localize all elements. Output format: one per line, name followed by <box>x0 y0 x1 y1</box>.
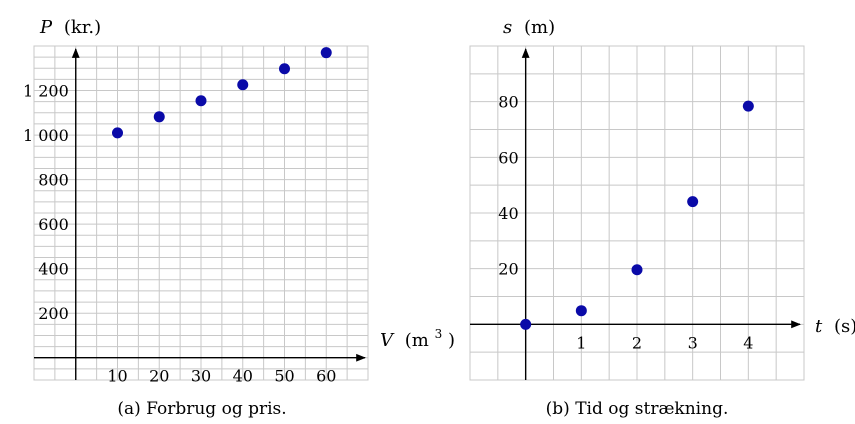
y-axis-variable: P <box>39 17 53 38</box>
data-point <box>631 264 643 276</box>
x-tick-label: 20 <box>149 367 169 386</box>
y-axis-label: P (kr.) <box>39 17 101 38</box>
data-points <box>112 47 332 139</box>
y-tick-label: 80 <box>498 93 518 112</box>
data-points <box>520 100 754 330</box>
data-point <box>112 127 123 139</box>
x-tick-labels: 10 20 30 40 50 60 <box>107 367 336 386</box>
x-tick-label: 30 <box>191 367 211 386</box>
y-tick-label: 40 <box>498 204 518 223</box>
x-tick-label: 1 <box>576 333 586 352</box>
y-tick-label: 800 <box>38 171 69 190</box>
y-tick-label: 600 <box>38 215 69 234</box>
x-tick-label: 10 <box>107 367 127 386</box>
plot-frame <box>33 45 369 381</box>
y-tick-label: 20 <box>498 260 518 279</box>
data-point <box>742 100 754 112</box>
x-tick-label: 50 <box>274 367 294 386</box>
caption: (b) Tid og strækning. <box>546 399 729 419</box>
x-axis-variable: V <box>380 330 395 351</box>
y-tick-labels: 200 400 600 800 1 000 1 200 <box>23 82 69 324</box>
grid <box>469 45 805 381</box>
data-point <box>279 63 290 75</box>
x-axis-unit: (s) <box>834 316 855 337</box>
x-axis-unit-exponent: 3 <box>435 327 443 341</box>
plot-frame <box>469 45 805 381</box>
data-point <box>153 111 165 123</box>
x-axis-unit: (m <box>405 330 429 351</box>
y-axis-unit: (kr.) <box>64 17 101 38</box>
x-tick-labels: 1 2 3 4 <box>576 333 753 352</box>
data-point <box>575 305 587 317</box>
y-axis-unit: (m) <box>524 17 555 38</box>
y-tick-label: 200 <box>38 304 69 323</box>
x-axis-unit-close: ) <box>448 330 455 351</box>
data-point <box>520 318 532 330</box>
x-tick-label: 4 <box>743 333 753 352</box>
x-axis-label: V (m 3 ) <box>380 322 455 351</box>
y-tick-labels: 20 40 60 80 <box>498 93 518 279</box>
caption: (a) Forbrug og pris. <box>117 399 286 419</box>
x-tick-label: 40 <box>233 367 253 386</box>
data-point <box>687 196 699 208</box>
x-tick-label: 60 <box>316 367 336 386</box>
x-axis-label: t (s) <box>815 316 855 337</box>
chart-tid-straekning: 1 2 3 4 20 40 60 80 t (s) s (m) (b) Tid og str… <box>469 17 855 419</box>
y-axis-label: s (m) <box>503 17 555 38</box>
data-point <box>320 47 332 59</box>
x-axis-variable: t <box>815 316 823 337</box>
x-tick-label: 3 <box>688 333 698 352</box>
data-point <box>195 95 207 107</box>
y-tick-label: 400 <box>38 260 69 279</box>
y-axis-variable: s <box>503 17 512 38</box>
chart-forbrug-pris: 10 20 30 40 50 60 200 400 600 800 1 000 1 200 V (m… <box>23 17 455 419</box>
grid <box>33 45 369 381</box>
y-tick-label: 60 <box>498 148 518 167</box>
y-tick-label: 1 200 <box>23 82 69 101</box>
y-tick-label: 1 000 <box>23 126 69 145</box>
x-tick-label: 2 <box>632 333 642 352</box>
data-point <box>237 79 249 91</box>
